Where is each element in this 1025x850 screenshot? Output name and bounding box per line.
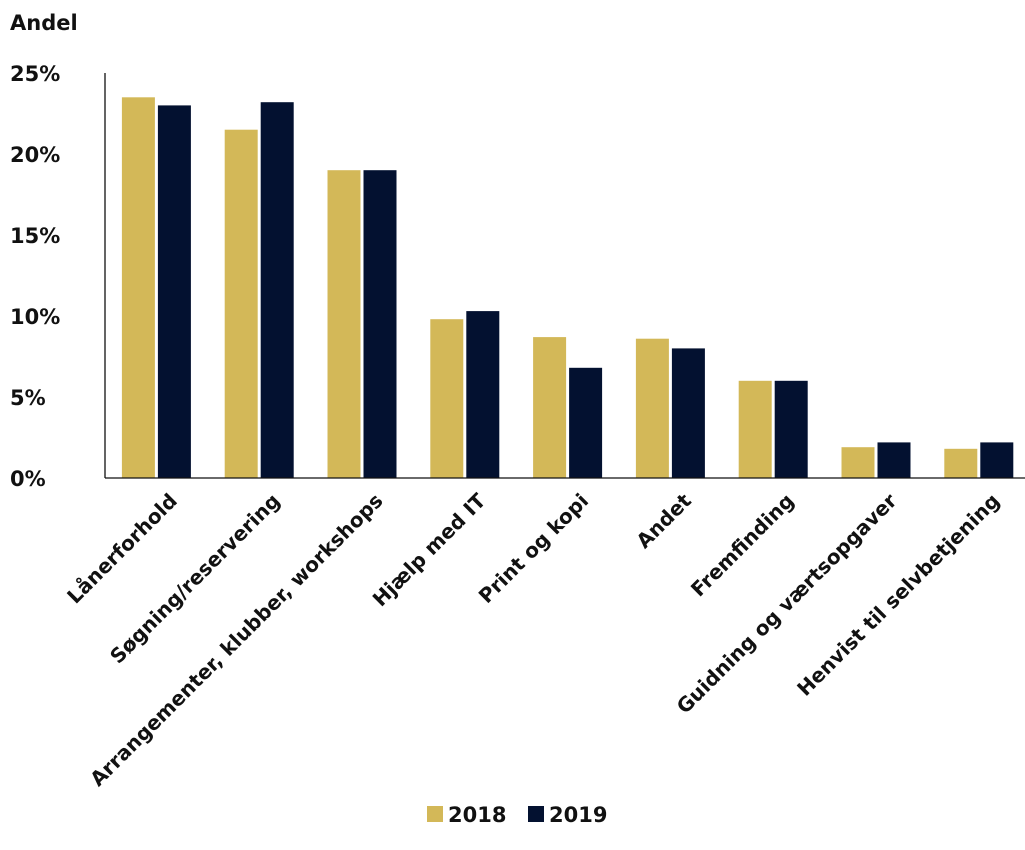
bars [121, 97, 1014, 479]
legend-label-2018: 2018 [448, 803, 506, 827]
x-tick-label: Henvist til selvbetjening [792, 489, 1004, 701]
y-axis-ticks: 0% 5% 10% 15% 20% 25% [10, 62, 60, 491]
bar-2019 [260, 102, 294, 478]
x-tick-label: Print og kopi [474, 489, 593, 608]
y-tick-label: 10% [10, 305, 60, 329]
y-tick-label: 0% [10, 467, 46, 491]
y-tick-label: 25% [10, 62, 60, 86]
bar-2019 [877, 442, 911, 478]
y-axis-label: Andel [10, 11, 78, 35]
bar-2018 [533, 337, 567, 478]
bar-2018 [944, 448, 978, 478]
bar-2019 [466, 311, 500, 478]
legend-swatch-2019 [528, 806, 544, 822]
y-tick-label: 5% [10, 386, 46, 410]
x-tick-label: Lånerforhold [62, 489, 182, 609]
bar-2018 [430, 319, 464, 478]
x-axis-ticks: LånerforholdSøgning/reserveringArrangeme… [62, 488, 1004, 791]
bar-2018 [121, 97, 155, 479]
x-tick-label: Søgning/reservering [105, 489, 285, 669]
bar-2018 [327, 170, 361, 478]
x-tick-label: Fremfinding [686, 489, 799, 602]
bar-2018 [224, 129, 258, 478]
y-tick-label: 20% [10, 143, 60, 167]
bar-2019 [671, 348, 705, 478]
bar-2019 [157, 105, 191, 479]
bar-2018 [738, 380, 772, 478]
bar-2019 [363, 170, 397, 478]
bar-2018 [841, 447, 875, 478]
legend-label-2019: 2019 [549, 803, 607, 827]
bar-2019 [774, 380, 808, 478]
legend: 2018 2019 [427, 803, 607, 827]
legend-swatch-2018 [427, 806, 443, 822]
y-tick-label: 15% [10, 224, 60, 248]
bar-2018 [635, 338, 669, 478]
bar-2019 [569, 367, 603, 478]
x-tick-label: Guidning og værtsopgaver [672, 488, 902, 718]
bar-2019 [980, 442, 1014, 478]
x-tick-label: Andet [631, 488, 696, 553]
